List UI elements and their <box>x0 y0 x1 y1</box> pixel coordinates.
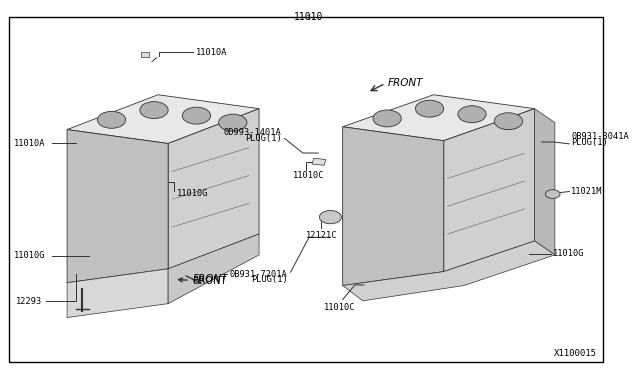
Circle shape <box>219 114 247 131</box>
Bar <box>165 189 171 194</box>
Text: 11010A: 11010A <box>14 139 45 148</box>
Text: 11010G: 11010G <box>14 251 45 260</box>
Text: FRONT: FRONT <box>387 78 423 88</box>
Text: FRONT: FRONT <box>193 275 228 285</box>
Polygon shape <box>342 127 444 286</box>
Circle shape <box>182 107 211 124</box>
Polygon shape <box>67 269 168 318</box>
Text: 11010G: 11010G <box>177 189 209 198</box>
Text: 11010A: 11010A <box>196 48 227 57</box>
Text: PLUG(1): PLUG(1) <box>251 275 287 284</box>
Circle shape <box>545 190 560 198</box>
Circle shape <box>140 102 168 119</box>
Text: 11010G: 11010G <box>553 249 584 258</box>
Text: PLUG(1): PLUG(1) <box>571 138 608 147</box>
Polygon shape <box>444 109 534 272</box>
Bar <box>141 52 148 57</box>
Bar <box>73 141 79 146</box>
Text: FRONT: FRONT <box>179 276 226 286</box>
Text: 11021M: 11021M <box>571 187 603 196</box>
Text: 0D993-1401A: 0D993-1401A <box>223 128 282 137</box>
Polygon shape <box>168 109 259 269</box>
Circle shape <box>319 211 341 224</box>
Text: 12121C: 12121C <box>305 231 337 240</box>
Circle shape <box>458 106 486 123</box>
Circle shape <box>415 100 444 117</box>
Text: 12293: 12293 <box>17 297 43 306</box>
Text: X1100015: X1100015 <box>554 349 597 358</box>
Polygon shape <box>168 234 259 304</box>
Polygon shape <box>534 109 555 255</box>
Circle shape <box>97 111 125 128</box>
Circle shape <box>494 113 522 130</box>
Circle shape <box>373 110 401 127</box>
Text: 11010C: 11010C <box>293 171 324 180</box>
Text: PLUG(1): PLUG(1) <box>244 134 282 143</box>
Polygon shape <box>67 95 259 144</box>
Text: 11010C: 11010C <box>324 302 355 311</box>
Polygon shape <box>342 95 534 141</box>
Text: 0B931-7201A: 0B931-7201A <box>230 270 287 279</box>
Bar <box>312 158 326 165</box>
Text: 11010: 11010 <box>294 12 324 22</box>
Polygon shape <box>67 129 168 283</box>
Text: 0B931-3041A: 0B931-3041A <box>571 132 629 141</box>
Polygon shape <box>342 241 555 301</box>
